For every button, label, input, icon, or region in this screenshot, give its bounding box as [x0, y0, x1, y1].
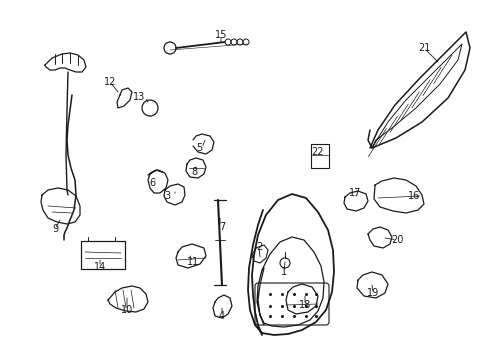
Text: 16: 16	[407, 191, 419, 201]
Text: 5: 5	[196, 143, 202, 153]
Text: 11: 11	[186, 257, 199, 267]
Text: 9: 9	[52, 224, 58, 234]
Text: 3: 3	[163, 191, 170, 201]
Text: 7: 7	[219, 222, 224, 232]
Text: 10: 10	[121, 305, 133, 315]
Text: 8: 8	[190, 167, 197, 177]
Text: 6: 6	[149, 178, 155, 188]
Text: 1: 1	[281, 267, 286, 277]
Text: 22: 22	[311, 147, 324, 157]
Text: 12: 12	[103, 77, 116, 87]
Text: 20: 20	[390, 235, 403, 245]
Text: 19: 19	[366, 288, 378, 298]
Text: 18: 18	[298, 300, 310, 310]
Text: 4: 4	[219, 311, 224, 321]
Text: 14: 14	[94, 262, 106, 272]
Text: 21: 21	[417, 43, 429, 53]
Text: 2: 2	[255, 242, 262, 252]
Text: 13: 13	[133, 92, 145, 102]
Text: 15: 15	[214, 30, 227, 40]
Text: 17: 17	[348, 188, 361, 198]
